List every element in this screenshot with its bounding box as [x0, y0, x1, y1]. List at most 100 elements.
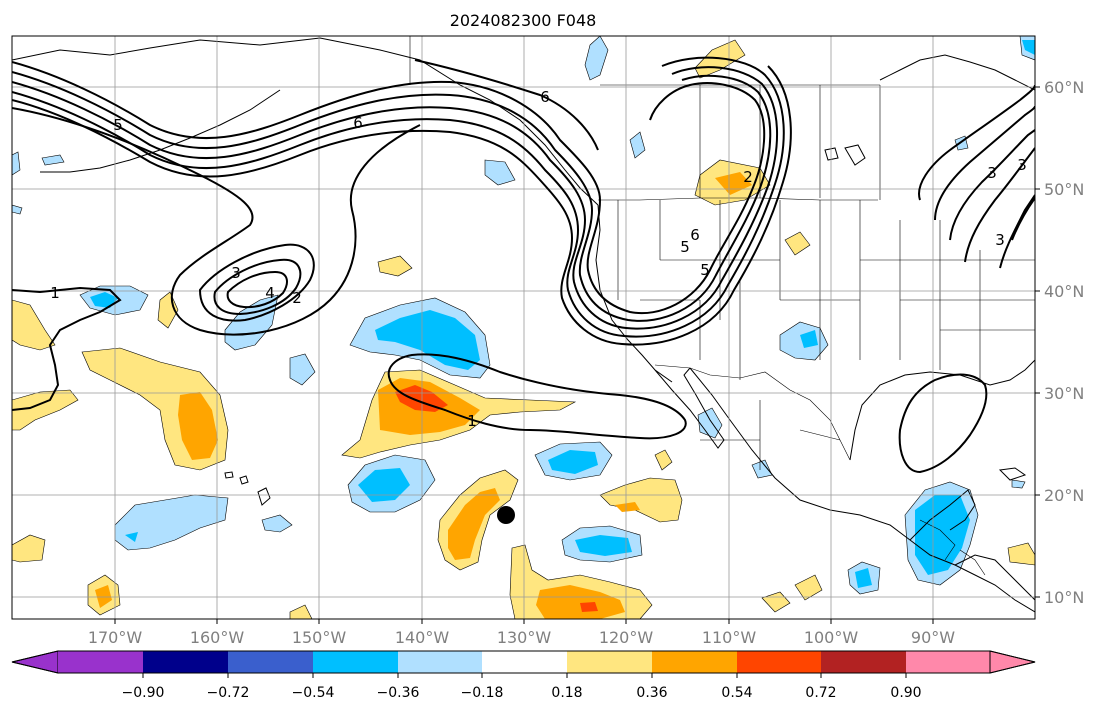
contour-label: 3 — [231, 264, 241, 282]
storm-center-marker — [497, 506, 515, 524]
lat-label: 50°N — [1044, 180, 1084, 199]
lat-label: 20°N — [1044, 486, 1084, 505]
contour-label: 4 — [265, 284, 275, 302]
contour-line — [213, 258, 302, 316]
anomaly-area — [395, 385, 448, 412]
contour-label-group: 5 6 6 5 6 5 2 3 4 2 1 1 3 3 3 — [50, 88, 1027, 430]
anomaly-area — [377, 255, 413, 277]
contour-label: 5 — [680, 238, 690, 256]
colorbar-segment — [482, 651, 567, 673]
colorbar-segment — [313, 651, 398, 673]
lon-label: 120°W — [599, 628, 654, 647]
anomaly-shading-positive-medium — [95, 172, 752, 619]
anomaly-area — [12, 389, 79, 431]
colorbar-tick-label: −0.36 — [377, 685, 420, 701]
central-america-borders — [919, 519, 986, 576]
anomaly-area — [536, 585, 625, 619]
coastlines — [12, 37, 1035, 613]
colorbar-segment — [58, 651, 143, 673]
contour-line — [12, 66, 779, 330]
hawaii-island — [257, 487, 271, 506]
contour-line — [12, 286, 122, 411]
anomaly-area — [1011, 479, 1026, 489]
lat-label: 60°N — [1044, 78, 1084, 97]
colorbar-tick-label: 0.72 — [805, 685, 836, 701]
anomaly-area — [358, 468, 410, 502]
anomaly-area — [615, 502, 640, 512]
contour-line — [198, 243, 315, 322]
lon-label: 90°W — [911, 628, 955, 647]
contour-line — [898, 373, 988, 474]
anomaly-area — [375, 310, 480, 370]
anomaly-area — [654, 449, 673, 471]
anomaly-area — [289, 353, 316, 386]
lon-label: 150°W — [292, 628, 347, 647]
lon-label: 170°W — [88, 628, 143, 647]
colorbar-segment — [652, 651, 737, 673]
colorbar-segment — [821, 651, 906, 673]
contour-line — [1011, 197, 1035, 241]
anomaly-area — [584, 36, 609, 81]
colorbar-segment — [567, 651, 652, 673]
anomaly-area — [114, 494, 229, 551]
contour-line — [934, 105, 1035, 221]
contour-line — [12, 71, 772, 322]
anomaly-area — [800, 330, 818, 348]
contour-line — [12, 56, 785, 338]
map-panel: 5 6 6 5 6 5 2 3 4 2 1 1 3 3 3 — [12, 36, 1035, 619]
anomaly-area — [289, 604, 313, 619]
anomaly-area — [95, 585, 112, 608]
hawaii-island — [239, 475, 249, 485]
anomaly-area — [1007, 542, 1035, 566]
political-boundaries — [409, 36, 1035, 576]
contour-label: 1 — [467, 412, 477, 430]
axis-ticks — [114, 86, 1040, 624]
colorbar-segment — [737, 651, 821, 673]
baja-peninsula — [654, 367, 725, 449]
colorbar-segment — [398, 651, 482, 673]
colorbar-tick-label: 0.18 — [551, 685, 582, 701]
colorbar-tick-label: 0.54 — [721, 685, 752, 701]
anomaly-area — [915, 495, 970, 575]
contour-line — [949, 129, 1035, 241]
anomaly-area — [855, 568, 872, 588]
lat-label: 30°N — [1044, 384, 1084, 403]
anomaly-area — [715, 172, 752, 195]
colorbar-tick-label: 0.36 — [636, 685, 667, 701]
colorbar-ticks — [142, 673, 907, 678]
yucatan-coast — [909, 489, 976, 541]
contour-label: 5 — [700, 261, 710, 279]
colorbar-frame — [11, 650, 1036, 674]
lon-label: 140°W — [395, 628, 450, 647]
gulf-coast — [849, 359, 1035, 461]
anomaly-area — [629, 131, 646, 159]
contour-label: 1 — [50, 284, 60, 302]
island — [824, 147, 839, 161]
contour-label: 5 — [113, 116, 123, 134]
colorbar-segment — [906, 651, 990, 673]
central-america-coast — [954, 554, 1035, 601]
colorbar-tick-label: −0.90 — [122, 685, 165, 701]
contour-line — [999, 194, 1035, 269]
lat-label: 10°N — [1044, 588, 1084, 607]
contour-line — [12, 65, 792, 346]
anomaly-area — [125, 532, 138, 542]
contour-label: 3 — [987, 164, 997, 182]
canada-us-border — [598, 197, 878, 201]
cuba-coast — [998, 467, 1027, 481]
anomaly-area — [448, 488, 500, 560]
anomaly-area — [484, 159, 516, 186]
graticule — [12, 36, 1035, 619]
us-mexico-border — [654, 364, 851, 461]
contour-label: 6 — [690, 226, 700, 244]
contour-label: 6 — [353, 114, 363, 132]
contour-line — [387, 353, 687, 440]
colorbar-extend-high — [989, 650, 1036, 674]
longitude-labels: 170°W 160°W 150°W 140°W 130°W 120°W 110°… — [88, 628, 955, 647]
lon-label: 130°W — [497, 628, 552, 647]
contour-line — [12, 107, 421, 336]
contour-label: 6 — [540, 88, 550, 106]
anomaly-area — [12, 299, 56, 351]
west-coast — [595, 204, 673, 383]
